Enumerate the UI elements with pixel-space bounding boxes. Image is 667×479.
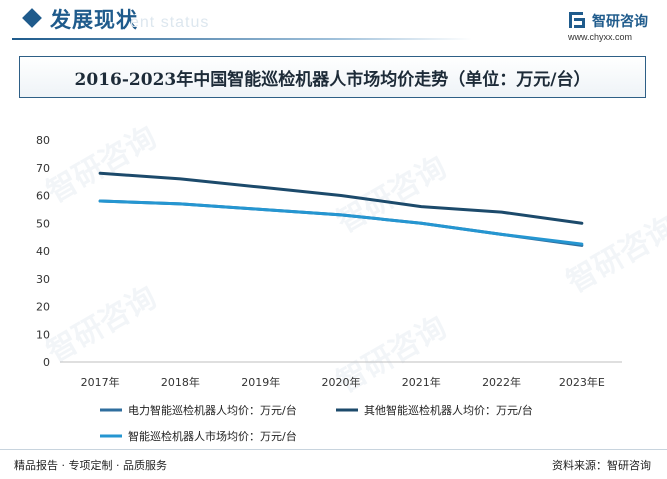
logo-icon [569,12,585,28]
x-tick-label: 2020年 [322,375,361,389]
x-tick-label: 2017年 [81,375,120,389]
y-tick-label: 30 [36,273,50,286]
series-line-1 [98,199,584,247]
chart-title-box: 2016-2023年中国智能巡检机器人市场均价走势（单位：万元/台） [19,56,646,98]
legend-label: 其他智能巡检机器人均价：万元/台 [364,403,533,417]
footer-source: 资料来源：智研咨询 [552,459,651,472]
x-tick-label: 2021年 [402,375,441,389]
header-rule [12,38,472,40]
legend-label: 智能巡检机器人市场均价：万元/台 [128,429,297,443]
section-subtitle-ghost: ent status [130,14,210,31]
footer-slogan: 精品报告 · 专项定制 · 品质服务 [14,459,167,472]
series-line-3 [98,199,584,246]
y-tick-label: 0 [43,356,50,369]
page-footer: 精品报告 · 专项定制 · 品质服务 资料来源：智研咨询 [0,449,667,479]
brand-url: www.chyxx.com [568,32,633,42]
line-chart: 0 10 20 30 40 50 60 70 80 2017年 2018年 2019年 2020年 20… [36,134,622,443]
section-title: 发展现状 [50,8,138,32]
y-tick-label: 80 [36,134,50,147]
legend-label: 电力智能巡检机器人均价：万元/台 [128,403,297,417]
brand-name: 智研咨询 [592,14,648,30]
x-tick-label: 2018年 [161,375,200,389]
y-tick-label: 40 [36,245,50,258]
y-tick-label: 10 [36,328,50,341]
x-tick-label: 2019年 [241,375,280,389]
x-tick-label: 2022年 [482,375,521,389]
y-tick-label: 70 [36,162,50,175]
page-header: 发展现状 ent status [0,0,667,44]
y-tick-label: 60 [36,190,50,203]
series-line-2 [98,171,584,225]
x-tick-label: 2023年E [559,375,605,389]
chart-title: 2016-2023年中国智能巡检机器人市场均价走势（单位：万元/台） [74,69,591,90]
y-tick-label: 50 [36,217,50,230]
y-tick-label: 20 [36,301,50,314]
